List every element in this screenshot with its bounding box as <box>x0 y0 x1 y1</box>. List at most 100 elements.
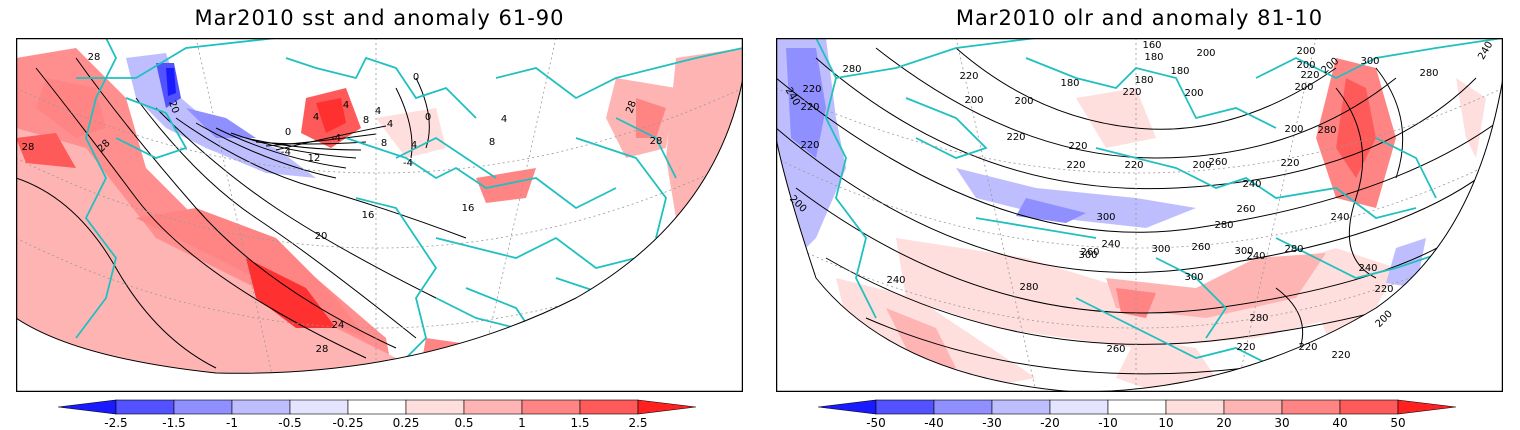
contour-label: 4 <box>411 140 417 151</box>
colorbar-tick-label: 40 <box>1332 416 1347 430</box>
contour-label: 4 <box>313 112 319 123</box>
colorbar-cell <box>875 399 935 415</box>
colorbar-cell <box>463 399 523 415</box>
contour-label: 260 <box>1236 204 1255 215</box>
contour-label: 0 <box>425 112 431 123</box>
contour-label: 180 <box>1134 75 1153 86</box>
contour-label: 16 <box>462 203 475 214</box>
contour-label: 20 <box>315 231 328 242</box>
contour-label: 200 <box>1014 96 1033 107</box>
colorbar-cell <box>405 399 465 415</box>
contour-label: 220 <box>1374 284 1393 295</box>
right-map-title: Mar2010 olr and anomaly 81-10 <box>955 6 1324 30</box>
contour-label: 240 <box>1358 263 1377 274</box>
colorbar-cell <box>991 399 1051 415</box>
colorbar-tick-label: 1 <box>518 416 526 430</box>
sst-anomaly-map: 28 20 28 28 28 0 4 4 8 0 4 12 16 20 24 2… <box>16 38 743 392</box>
contour-label: 240 <box>1242 179 1261 190</box>
colorbar-cell <box>1223 399 1283 415</box>
contour-label: 16 <box>362 210 375 221</box>
colorbar-cell <box>115 399 175 415</box>
contour-label: 220 <box>1236 342 1255 353</box>
contour-label: 200 <box>1192 160 1211 171</box>
contour-label: 280 <box>1419 68 1438 79</box>
contour-label: 300 <box>1151 244 1170 255</box>
contour-label: 260 <box>1208 157 1227 168</box>
contour-label: 4 <box>501 114 507 125</box>
sst-colorbar: -2.5 -1.5 -1 -0.5 -0.25 0.25 0.5 1 1.5 2.5 <box>58 399 697 430</box>
contour-label: 280 <box>1019 282 1038 293</box>
contour-label: -4 <box>331 133 341 144</box>
contour-label: 28 <box>316 344 329 355</box>
contour-label: 20 <box>166 99 181 115</box>
contour-label: 220 <box>1124 160 1143 171</box>
contour-label: 28 <box>624 99 639 115</box>
colorbar-tick-label: -1.5 <box>162 416 185 430</box>
colorbar-cell <box>579 399 639 415</box>
colorbar-min-triangle <box>818 399 877 415</box>
contour-label: 200 <box>1296 60 1315 71</box>
contour-label: 200 <box>1296 46 1315 57</box>
colorbar-cell <box>231 399 291 415</box>
contour-label: 280 <box>1317 125 1336 136</box>
colorbar-cell <box>1281 399 1341 415</box>
colorbar-min-triangle <box>58 399 117 415</box>
contour-label: 180 <box>1170 66 1189 77</box>
contour-label: 8 <box>363 115 369 126</box>
contour-label: 200 <box>1196 48 1215 59</box>
contour-label: 0 <box>413 72 419 83</box>
colorbar-tick-label: -2.5 <box>104 416 127 430</box>
contour-label: 180 <box>1060 78 1079 89</box>
contour-label: 200 <box>1184 88 1203 99</box>
colorbar-cell <box>1049 399 1109 415</box>
contour-label: 24 <box>332 320 345 331</box>
contour-label: 220 <box>1006 132 1025 143</box>
colorbar-tick-label: 0.25 <box>393 416 420 430</box>
contour-label: 28 <box>88 52 101 63</box>
colorbar-cell <box>521 399 581 415</box>
olr-colorbar: -50 -40 -30 -20 -10 10 20 30 40 50 <box>818 399 1457 430</box>
contour-label: -4 <box>403 158 413 169</box>
contour-label: 300 <box>1078 250 1097 261</box>
contour-label: 300 <box>1096 212 1115 223</box>
contour-label: -4 <box>281 147 291 158</box>
colorbar-tick-label: 1.5 <box>570 416 589 430</box>
contour-label: 260 <box>1191 242 1210 253</box>
contour-label: 8 <box>381 138 387 149</box>
colorbar-tick-label: 50 <box>1390 416 1405 430</box>
contour-label: 280 <box>1284 244 1303 255</box>
colorbar-tick-label: -30 <box>982 416 1002 430</box>
colorbar-tick-label: -40 <box>924 416 944 430</box>
colorbar-tick-label: -20 <box>1040 416 1060 430</box>
contour-label: 280 <box>1249 313 1268 324</box>
colorbar-tick-label: -50 <box>866 416 886 430</box>
contour-label: 220 <box>1280 158 1299 169</box>
colorbar-cell <box>289 399 349 415</box>
contour-label: 0 <box>285 127 291 138</box>
colorbar-max-triangle <box>637 399 697 415</box>
contour-label: 220 <box>1331 350 1350 361</box>
colorbar-cell <box>1165 399 1225 415</box>
colorbar-tick-label: -10 <box>1098 416 1118 430</box>
colorbar-cell <box>1107 399 1167 415</box>
contour-label: 180 <box>1144 52 1163 63</box>
contour-label: 4 <box>343 100 349 111</box>
contour-label: 28 <box>650 136 663 147</box>
colorbar-tick-label: 2.5 <box>628 416 647 430</box>
contour-label: 300 <box>1234 246 1253 257</box>
contour-label: 200 <box>964 95 983 106</box>
olr-anomaly-map: 240 280 220 220 220 200 180 160 180 180 … <box>776 38 1503 392</box>
colorbar-tick-label: -1 <box>226 416 238 430</box>
contour-label: 8 <box>489 137 495 148</box>
contour-label: 160 <box>1142 40 1161 51</box>
contour-label: 220 <box>1122 87 1141 98</box>
contour-label: 280 <box>1214 220 1233 231</box>
contour-label: 4 <box>375 106 381 117</box>
colorbar-cell <box>173 399 233 415</box>
contour-label: 280 <box>842 64 861 75</box>
contour-label: 260 <box>1106 344 1125 355</box>
colorbar-cell <box>1339 399 1399 415</box>
contour-label: 220 <box>800 140 819 151</box>
colorbar-tick-label: 30 <box>1274 416 1289 430</box>
contour-label: 220 <box>802 84 821 95</box>
